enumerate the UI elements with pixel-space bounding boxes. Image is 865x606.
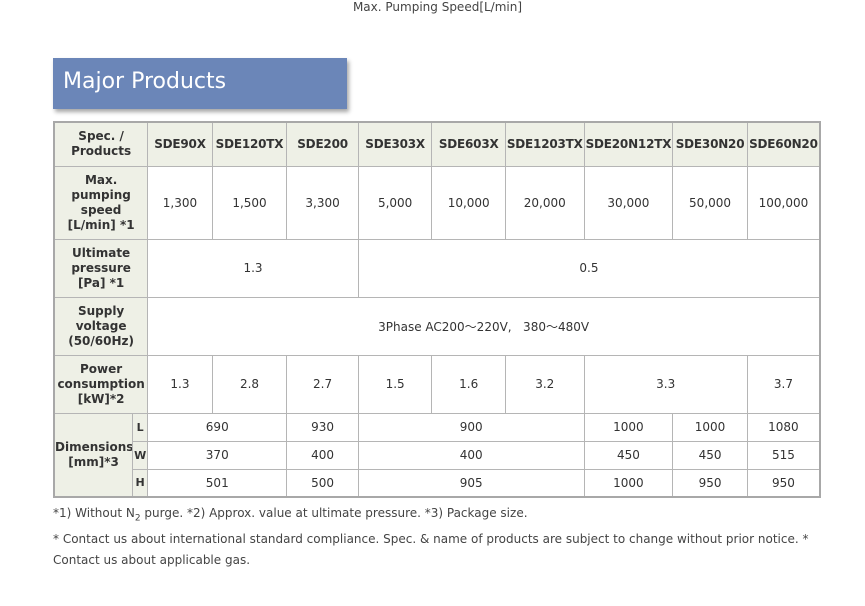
table-cell: 100,000 bbox=[746, 165, 821, 240]
table-cell: 3,300 bbox=[286, 165, 359, 240]
chart-caption: Max. Pumping Speed[L/min] bbox=[352, 0, 523, 14]
table-cell: 3.2 bbox=[504, 354, 585, 414]
table-cell: 515 bbox=[746, 440, 821, 470]
label-line: Max. bbox=[84, 172, 118, 187]
table-header-row: Spec. / Products SDE90X SDE120TX SDE200 … bbox=[53, 121, 821, 167]
table-cell: 1000 bbox=[583, 412, 674, 442]
table-cell: 2.7 bbox=[286, 354, 359, 414]
table-cell: 1.5 bbox=[357, 354, 433, 414]
table-cell: 10,000 bbox=[431, 165, 506, 240]
row-label-dimensions: Dimensions [mm]*3 bbox=[53, 412, 134, 498]
table-row: Dimensions [mm]*3 L 690 930 900 1000 100… bbox=[53, 412, 821, 498]
table-cell: 1000 bbox=[583, 468, 674, 498]
table-cell: 400 bbox=[286, 440, 359, 470]
table-cell: 501 bbox=[147, 468, 288, 498]
label-line: Dimensions bbox=[55, 439, 133, 454]
dimension-key-l: L bbox=[132, 412, 149, 442]
table-cell: 5,000 bbox=[357, 165, 433, 240]
product-header: SDE20N12TX bbox=[583, 121, 674, 167]
footnote-line-2: * Contact us about international standar… bbox=[53, 532, 809, 568]
table-cell: 905 bbox=[357, 468, 585, 498]
product-header: SDE30N20 bbox=[672, 121, 748, 167]
table-row: Ultimate pressure [Pa] *1 1.3 0.5 bbox=[53, 238, 821, 298]
spec-table: Spec. / Products SDE90X SDE120TX SDE200 … bbox=[53, 121, 821, 498]
dimension-key-w: W bbox=[132, 440, 149, 470]
corner-header: Spec. / Products bbox=[53, 121, 149, 167]
table-cell: 690 bbox=[147, 412, 288, 442]
product-header: SDE90X bbox=[147, 121, 213, 167]
table-row: Supply voltage (50/60Hz) 3Phase AC200～22… bbox=[53, 296, 821, 356]
product-header: SDE303X bbox=[357, 121, 433, 167]
table-cell: 900 bbox=[357, 412, 585, 442]
footnote-text: *1) Without N bbox=[53, 506, 135, 520]
label-line: voltage bbox=[75, 318, 127, 333]
label-line: [kW]*2 bbox=[77, 391, 125, 406]
table-cell: 30,000 bbox=[583, 165, 674, 240]
product-header: SDE1203TX bbox=[504, 121, 585, 167]
label-line: (50/60Hz) bbox=[68, 333, 134, 348]
table-cell: 930 bbox=[286, 412, 359, 442]
table-row: Max. pumping speed [L/min] *1 1,300 1,50… bbox=[53, 165, 821, 240]
table-row: H 501 500 905 1000 950 950 bbox=[54, 468, 821, 498]
label-line: [Pa] *1 bbox=[77, 275, 125, 290]
label-line: Ultimate bbox=[72, 245, 131, 260]
table-cell: 1000 bbox=[672, 412, 748, 442]
product-header: SDE120TX bbox=[211, 121, 288, 167]
product-header: SDE603X bbox=[431, 121, 506, 167]
section-header: Major Products bbox=[53, 58, 347, 109]
label-line: [L/min] *1 bbox=[67, 217, 135, 232]
table-cell: 370 bbox=[147, 440, 288, 470]
label-line: pumping bbox=[71, 187, 131, 202]
corner-line: Products bbox=[71, 144, 132, 159]
table-cell: 20,000 bbox=[504, 165, 585, 240]
footnotes: *1) Without N2 purge. *2) Approx. value … bbox=[53, 503, 813, 571]
row-label-pumping-speed: Max. pumping speed [L/min] *1 bbox=[53, 165, 149, 240]
table-cell: 500 bbox=[286, 468, 359, 498]
label-line: speed bbox=[80, 202, 122, 217]
table-cell: 1.3 bbox=[147, 354, 213, 414]
table-cell: 1080 bbox=[746, 412, 821, 442]
table-cell: 1,300 bbox=[147, 165, 213, 240]
corner-line: Spec. / bbox=[78, 129, 124, 144]
label-line: consumption bbox=[57, 376, 145, 391]
table-cell: 3Phase AC200～220V, 380～480V bbox=[147, 296, 821, 356]
label-line: Power bbox=[80, 361, 123, 376]
footnote-subscript: 2 bbox=[134, 513, 141, 524]
table-cell: 1,500 bbox=[211, 165, 288, 240]
table-cell: 0.5 bbox=[357, 238, 821, 298]
footnote-text: purge. *2) Approx. value at ultimate pre… bbox=[140, 506, 528, 520]
table-cell: 1.6 bbox=[431, 354, 506, 414]
footnote-line-1: *1) Without N2 purge. *2) Approx. value … bbox=[53, 503, 813, 529]
table-row: Power consumption [kW]*2 1.3 2.8 2.7 1.5… bbox=[53, 354, 821, 414]
table-row: W 370 400 400 450 450 515 bbox=[54, 440, 821, 470]
label-line: pressure bbox=[71, 260, 131, 275]
table-cell: 3.3 bbox=[583, 354, 748, 414]
table-cell: 2.8 bbox=[211, 354, 288, 414]
dimension-key-h: H bbox=[132, 468, 149, 498]
table-cell: 3.7 bbox=[746, 354, 821, 414]
table-cell: 450 bbox=[672, 440, 748, 470]
product-header: SDE60N20 bbox=[746, 121, 821, 167]
label-line: [mm]*3 bbox=[68, 454, 119, 469]
table-cell: 1.3 bbox=[147, 238, 359, 298]
table-cell: 50,000 bbox=[672, 165, 748, 240]
label-line: Supply bbox=[77, 303, 125, 318]
table-cell: 950 bbox=[672, 468, 748, 498]
table-cell: 450 bbox=[583, 440, 674, 470]
row-label-power: Power consumption [kW]*2 bbox=[53, 354, 149, 414]
row-label-supply-voltage: Supply voltage (50/60Hz) bbox=[53, 296, 149, 356]
product-header: SDE200 bbox=[286, 121, 359, 167]
table-cell: 400 bbox=[357, 440, 585, 470]
section-title: Major Products bbox=[63, 69, 227, 94]
row-label-ultimate-pressure: Ultimate pressure [Pa] *1 bbox=[53, 238, 149, 298]
table-cell: 950 bbox=[746, 468, 821, 498]
